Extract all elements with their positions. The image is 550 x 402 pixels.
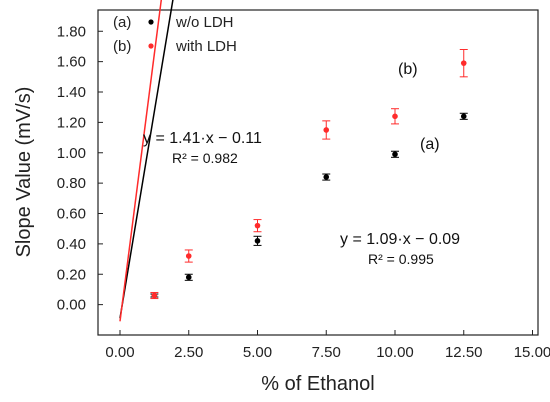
y-tick-label: 1.80 <box>57 23 86 40</box>
x-tick-label: 5.00 <box>243 344 272 361</box>
y-tick-label: 1.60 <box>57 54 86 71</box>
legend-marker-b <box>148 43 154 49</box>
equation-a: y = 1.09·x − 0.09 <box>340 231 460 248</box>
data-point-a <box>185 274 192 281</box>
data-point-b <box>254 222 261 229</box>
data-point-a <box>254 238 261 244</box>
y-axis-label: Slope Value (mV/s) <box>13 87 35 258</box>
data-point-b <box>323 127 330 133</box>
x-tick-label: 7.50 <box>312 344 341 361</box>
y-tick-label: 0.40 <box>57 236 86 253</box>
y-tick-label: 1.00 <box>57 145 86 162</box>
data-points <box>150 48 468 300</box>
x-axis-ticks: 0.00 2.50 5.00 7.50 10.00 12.50 15.00 <box>105 330 550 361</box>
y-tick-label: 0.80 <box>57 175 86 192</box>
series-tag-b: (b) <box>398 61 418 78</box>
y-tick-label: 0.60 <box>57 206 86 223</box>
x-tick-label: 15.00 <box>514 344 550 361</box>
legend-tag-b: (b) <box>113 38 131 55</box>
legend-label-a: w/o LDH <box>175 14 234 31</box>
x-tick-label: 10.00 <box>376 344 414 361</box>
legend-tag-a: (a) <box>113 14 131 31</box>
y-tick-label: 1.40 <box>57 84 86 101</box>
plot-frame <box>97 9 539 336</box>
legend-marker-a <box>148 19 154 25</box>
data-point-a <box>323 174 330 180</box>
r-squared-b: R² = 0.982 <box>172 150 238 166</box>
y-tick-label: 1.20 <box>57 114 86 131</box>
r-squared-a: R² = 0.995 <box>368 251 434 267</box>
data-point-b <box>151 292 158 299</box>
data-point-b <box>185 253 192 259</box>
legend: (a) w/o LDH (b) with LDH <box>113 14 237 55</box>
y-axis-ticks: 0.00 0.20 0.40 0.60 0.80 1.00 1.20 1.40 1.60 1.80 <box>57 23 103 314</box>
x-tick-label: 12.50 <box>445 344 483 361</box>
y-tick-label: 0.20 <box>57 266 86 283</box>
legend-label-b: with LDH <box>175 38 237 55</box>
data-point-b <box>392 113 398 120</box>
y-tick-label: 0.00 <box>57 297 86 314</box>
x-axis-label: % of Ethanol <box>261 373 374 395</box>
data-point-a <box>460 113 467 120</box>
data-point-a <box>392 151 398 158</box>
x-tick-label: 0.00 <box>105 344 134 361</box>
equation-b: y = 1.41·x − 0.11 <box>143 130 262 147</box>
series-tag-a: (a) <box>420 136 440 153</box>
x-tick-label: 2.50 <box>174 344 203 361</box>
data-point-b <box>460 60 467 66</box>
